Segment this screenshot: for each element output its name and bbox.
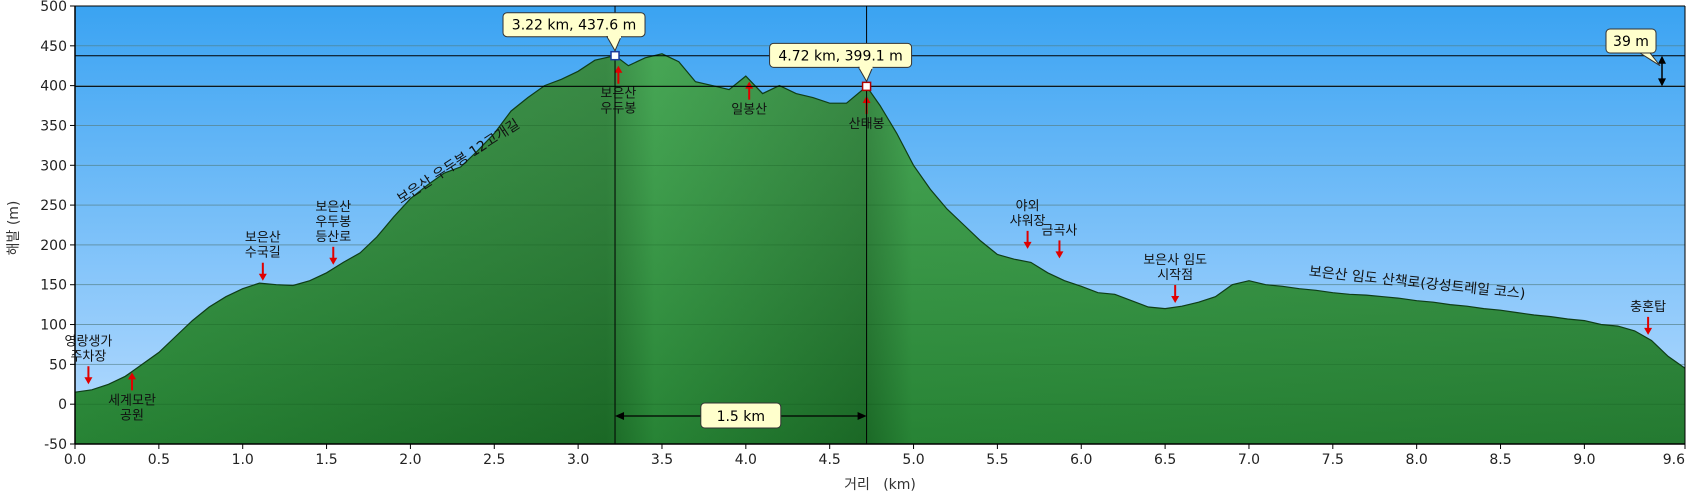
y-tick-label: 500 <box>40 0 67 15</box>
annotation-text: 우두봉 <box>315 215 351 230</box>
annotation-arrowhead <box>329 257 338 265</box>
marker-callout-joint <box>608 35 622 39</box>
annotation-arrowhead <box>1171 296 1180 304</box>
marker-point <box>861 81 872 92</box>
annotation-text: 등산로 <box>315 230 351 245</box>
annotation-text: 야외 <box>1016 199 1040 214</box>
x-tick-label: 9.6 <box>1663 452 1685 468</box>
y-tick-label: 450 <box>40 39 67 55</box>
annotation-arrowhead <box>128 372 137 380</box>
x-tick-label: 1.0 <box>232 452 254 468</box>
y-tick-label: 350 <box>40 118 67 134</box>
marker-callout-text: 3.22 km, 437.6 m <box>512 18 636 34</box>
x-tick-label: 1.5 <box>315 452 337 468</box>
y-tick-label: 100 <box>40 318 67 334</box>
annotation-text: 보은산 <box>315 200 351 215</box>
y-tick-label: 400 <box>40 79 67 95</box>
annotation-text: 수국길 <box>245 246 281 261</box>
y-tick-label: 150 <box>40 278 67 294</box>
x-tick-label: 3.0 <box>567 452 589 468</box>
x-tick-label: 7.5 <box>1322 452 1344 468</box>
terrain-layer <box>74 5 1686 445</box>
y-tick-label: 50 <box>49 357 67 373</box>
annotation-text: 충혼탑 <box>1630 300 1666 315</box>
y-tick-label: 300 <box>40 158 67 174</box>
x-tick-label: 5.5 <box>986 452 1008 468</box>
annotation-text: 우두봉 <box>600 102 636 117</box>
x-tick-label: 6.0 <box>1070 452 1092 468</box>
x-tick-label: 8.5 <box>1489 452 1511 468</box>
distance-label: 1.5 km <box>717 409 765 425</box>
marker-point <box>610 50 620 61</box>
annotation-text: 영랑생가 <box>64 334 112 349</box>
annotation-text: 주차장 <box>70 349 106 364</box>
x-tick-label: 9.0 <box>1573 452 1595 468</box>
height-diff-box <box>1605 28 1657 54</box>
x-tick-label: 5.0 <box>902 452 924 468</box>
x-tick-label: 2.0 <box>399 452 421 468</box>
x-axis-label: 거리 (km) <box>844 477 916 493</box>
marker-callout-box <box>769 42 913 68</box>
annotation-text: 보은사 임도 <box>1143 253 1207 268</box>
height-diff-arrowhead-bottom <box>1658 78 1666 87</box>
annotation-text: 시작점 <box>1157 268 1193 283</box>
height-diff-label: 39 m <box>1613 34 1649 50</box>
terrain-outline <box>74 53 1686 393</box>
distance-label-box <box>700 402 782 429</box>
annotation-text: 일봉산 <box>731 103 767 118</box>
marker-callout-text: 4.72 km, 399.1 m <box>778 48 902 64</box>
x-tick-label: 7.0 <box>1238 452 1260 468</box>
x-tick-label: 6.5 <box>1154 452 1176 468</box>
annotation-text: 공원 <box>120 408 144 423</box>
annotation-arrowhead <box>258 273 267 281</box>
annotation-arrowhead <box>1023 241 1032 249</box>
annotation-arrowhead <box>1644 327 1653 335</box>
annotation-arrowhead <box>614 65 623 73</box>
annotation-arrowhead <box>745 81 754 89</box>
distance-arrowhead-left <box>615 412 625 420</box>
x-tick-label: 3.5 <box>651 452 673 468</box>
annotation-arrowhead <box>1055 251 1064 259</box>
annotation-text: 보은산 <box>600 87 636 102</box>
distance-arrowhead-right <box>857 412 867 420</box>
x-tick-label: 2.5 <box>483 452 505 468</box>
annotation-text: 샤워장 <box>1010 214 1046 229</box>
x-tick-label: 0.0 <box>64 452 86 468</box>
y-tick-label: 250 <box>40 198 67 214</box>
y-tick-label: -50 <box>44 437 67 453</box>
annotation-text: 금곡사 <box>1042 223 1078 238</box>
annotation-text: 세계모란 <box>108 393 156 408</box>
x-tick-label: 8.0 <box>1406 452 1428 468</box>
marker-callout-joint <box>859 65 873 69</box>
annotation-arrowhead <box>84 377 93 385</box>
y-axis-label: 해발 (m) <box>6 201 22 256</box>
height-diff-pointer <box>1638 52 1661 67</box>
annotation-text: 보은산 <box>245 231 281 246</box>
x-tick-label: 0.5 <box>148 452 170 468</box>
height-diff-arrowhead-top <box>1658 55 1666 64</box>
x-tick-label: 4.5 <box>819 452 841 468</box>
y-tick-label: 0 <box>58 397 67 413</box>
y-tick-label: 200 <box>40 238 67 254</box>
marker-callout-box <box>502 12 646 38</box>
x-tick-label: 4.0 <box>735 452 757 468</box>
